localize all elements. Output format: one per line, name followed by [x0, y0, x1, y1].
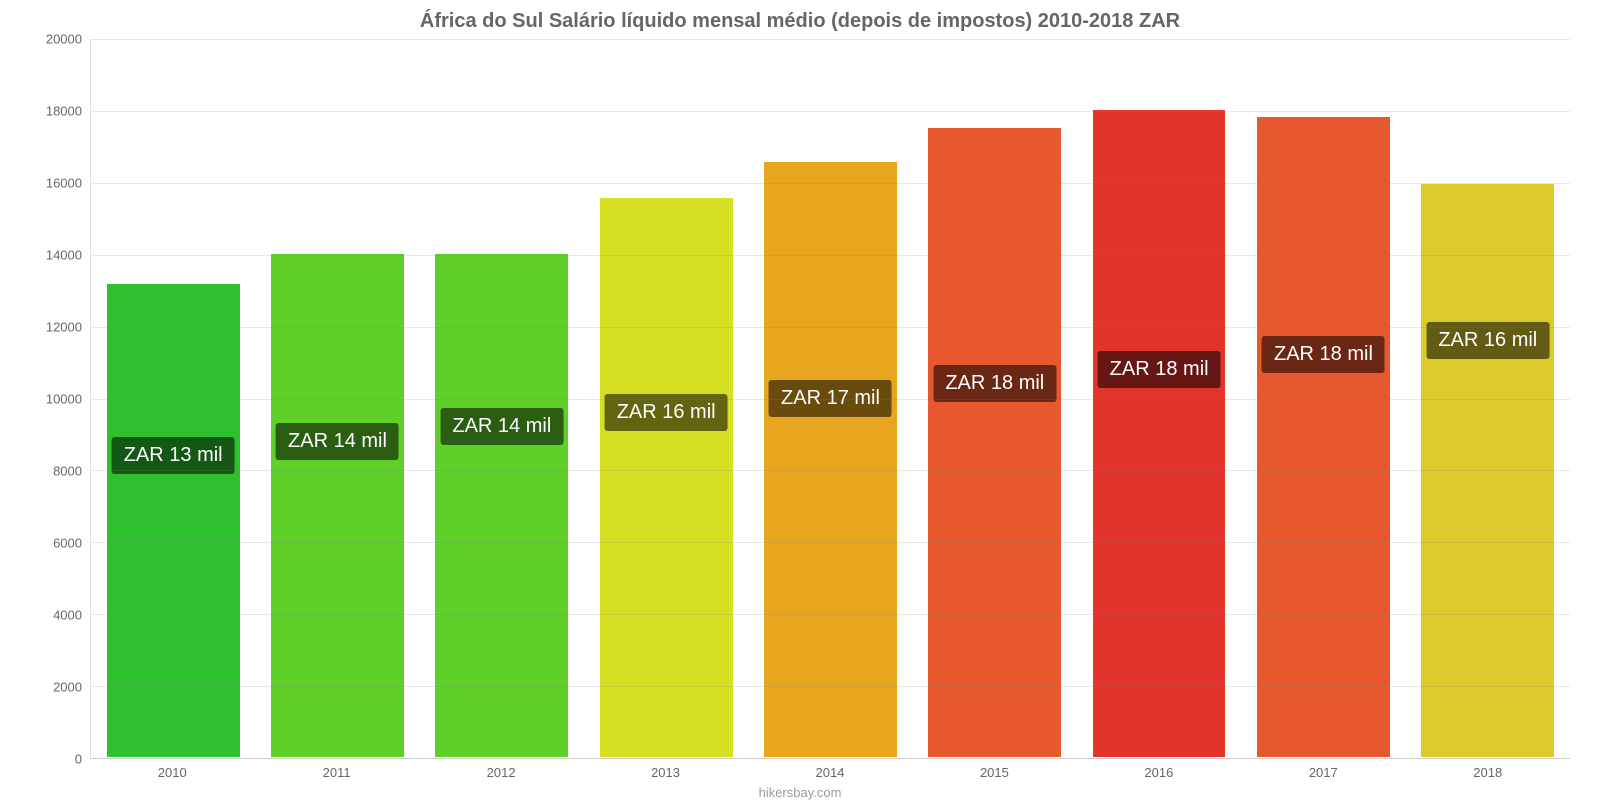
gridline — [91, 542, 1570, 543]
plot-area: ZAR 13 milZAR 14 milZAR 14 milZAR 16 mil… — [90, 39, 1570, 759]
y-tick-label: 8000 — [53, 464, 82, 479]
x-tick-label: 2016 — [1077, 759, 1241, 783]
x-tick-label: 2013 — [583, 759, 747, 783]
y-tick-label: 6000 — [53, 536, 82, 551]
bar-value-badge: ZAR 18 mil — [1098, 351, 1221, 388]
bar — [1092, 109, 1227, 758]
y-tick-label: 10000 — [46, 392, 82, 407]
gridline — [91, 686, 1570, 687]
gridline — [91, 39, 1570, 40]
bar — [763, 161, 898, 758]
chart-title: África do Sul Salário líquido mensal méd… — [30, 10, 1570, 33]
gridline — [91, 399, 1570, 400]
x-tick-label: 2011 — [254, 759, 418, 783]
gridline — [91, 758, 1570, 759]
y-tick-label: 20000 — [46, 32, 82, 47]
bar-value-badge: ZAR 18 mil — [933, 365, 1056, 402]
y-tick-label: 14000 — [46, 248, 82, 263]
y-tick-label: 18000 — [46, 104, 82, 119]
gridline — [91, 183, 1570, 184]
plot-wrap: 0200040006000800010000120001400016000180… — [30, 39, 1570, 759]
x-tick-label: 2010 — [90, 759, 254, 783]
x-tick-label: 2017 — [1241, 759, 1405, 783]
bar-value-badge: ZAR 13 mil — [112, 437, 235, 474]
bar-value-badge: ZAR 18 mil — [1262, 336, 1385, 373]
y-tick-label: 0 — [75, 752, 82, 767]
bar-value-badge: ZAR 14 mil — [276, 423, 399, 460]
gridline — [91, 327, 1570, 328]
attribution: hikersbay.com — [30, 785, 1570, 800]
bar — [434, 253, 569, 758]
y-tick-label: 2000 — [53, 680, 82, 695]
bar-value-badge: ZAR 14 mil — [440, 408, 563, 445]
bar — [927, 127, 1062, 758]
gridline — [91, 255, 1570, 256]
y-tick-label: 4000 — [53, 608, 82, 623]
bar — [270, 253, 405, 758]
x-axis: 201020112012201320142015201620172018 — [90, 759, 1570, 783]
y-tick-label: 16000 — [46, 176, 82, 191]
x-tick-label: 2014 — [748, 759, 912, 783]
bar — [1256, 116, 1391, 758]
gridline — [91, 470, 1570, 471]
chart-container: África do Sul Salário líquido mensal méd… — [0, 0, 1600, 800]
y-axis: 0200040006000800010000120001400016000180… — [30, 39, 90, 759]
gridline — [91, 111, 1570, 112]
x-tick-label: 2018 — [1406, 759, 1570, 783]
x-tick-label: 2012 — [419, 759, 583, 783]
y-tick-label: 12000 — [46, 320, 82, 335]
bar — [599, 197, 734, 758]
x-tick-label: 2015 — [912, 759, 1076, 783]
gridline — [91, 614, 1570, 615]
